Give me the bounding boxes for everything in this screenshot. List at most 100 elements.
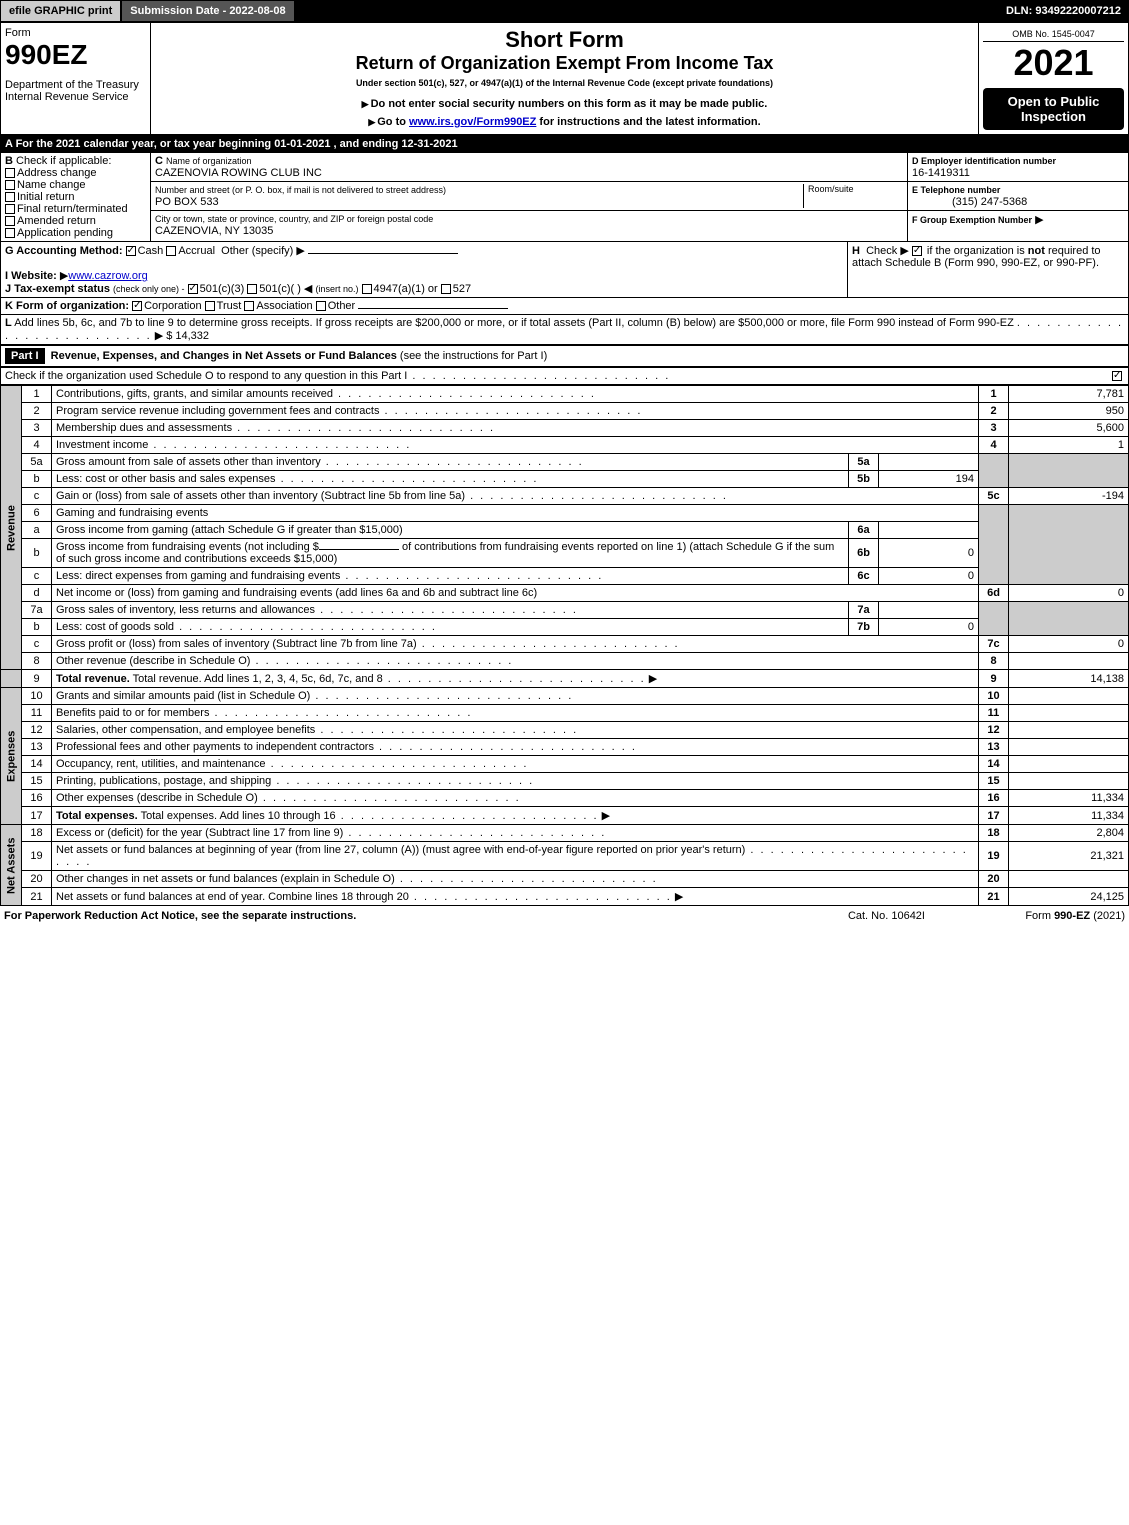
l5-shade2 xyxy=(1009,454,1129,488)
final-return-checkbox[interactable] xyxy=(5,204,15,214)
h-text2: if the organization is xyxy=(927,245,1028,257)
l7b-sv: 0 xyxy=(879,619,979,636)
line-6d: d Net income or (loss) from gaming and f… xyxy=(1,585,1129,602)
goto-post: for instructions and the latest informat… xyxy=(536,116,760,128)
l20-num: 20 xyxy=(22,871,52,888)
f-label: F Group Exemption Number xyxy=(912,215,1032,225)
name-change-checkbox[interactable] xyxy=(5,180,15,190)
trust-checkbox[interactable] xyxy=(205,301,215,311)
assoc-label: Association xyxy=(256,300,312,312)
efile-print-button[interactable]: efile GRAPHIC print xyxy=(0,0,121,22)
top-bar: efile GRAPHIC print Submission Date - 20… xyxy=(0,0,1129,22)
addr-change-label: Address change xyxy=(17,167,97,179)
l13-num: 13 xyxy=(22,739,52,756)
short-form-title: Short Form xyxy=(155,27,974,53)
section-l-row: L Add lines 5b, 6c, and 7b to line 9 to … xyxy=(0,315,1129,345)
street-label: Number and street (or P. O. box, if mail… xyxy=(155,185,446,195)
line-7c: c Gross profit or (loss) from sales of i… xyxy=(1,636,1129,653)
header-right: OMB No. 1545-0047 2021 Open to Public In… xyxy=(978,23,1128,134)
initial-return-label: Initial return xyxy=(17,191,74,203)
l5a-sn: 5a xyxy=(849,454,879,471)
l21-rn: 21 xyxy=(979,888,1009,906)
cash-checkbox[interactable] xyxy=(126,246,136,256)
line-1: Revenue 1 Contributions, gifts, grants, … xyxy=(1,386,1129,403)
h-label: H xyxy=(852,245,860,257)
l6a-num: a xyxy=(22,522,52,539)
l15-num: 15 xyxy=(22,773,52,790)
initial-return-checkbox[interactable] xyxy=(5,192,15,202)
l5c-val: -194 xyxy=(1009,488,1129,505)
line-4: 4 Investment income 4 1 xyxy=(1,437,1129,454)
l6-num: 6 xyxy=(22,505,52,522)
section-a-row: A For the 2021 calendar year, or tax yea… xyxy=(0,135,1129,153)
501c-checkbox[interactable] xyxy=(247,284,257,294)
section-f: F Group Exemption Number ▶ xyxy=(908,211,1128,228)
l10-num: 10 xyxy=(22,688,52,705)
l7c-text: Gross profit or (loss) from sales of inv… xyxy=(52,636,979,653)
l6c-num: c xyxy=(22,568,52,585)
part1-check-text: Check if the organization used Schedule … xyxy=(5,370,1112,382)
line-10: Expenses 10 Grants and similar amounts p… xyxy=(1,688,1129,705)
l1-val: 7,781 xyxy=(1009,386,1129,403)
527-checkbox[interactable] xyxy=(441,284,451,294)
section-l: L Add lines 5b, 6c, and 7b to line 9 to … xyxy=(1,315,1128,344)
l6d-val: 0 xyxy=(1009,585,1129,602)
app-pending-checkbox[interactable] xyxy=(5,228,15,238)
l21-text: Net assets or fund balances at end of ye… xyxy=(52,888,979,906)
room-label: Room/suite xyxy=(803,184,903,208)
part1-schedule-o-checkbox[interactable] xyxy=(1112,371,1122,381)
city-label: City or town, state or province, country… xyxy=(155,214,433,224)
section-d: D Employer identification number 16-1419… xyxy=(908,153,1128,182)
other-org-label: Other xyxy=(328,300,356,312)
l6a-text: Gross income from gaming (attach Schedul… xyxy=(52,522,849,539)
accrual-checkbox[interactable] xyxy=(166,246,176,256)
expenses-section-label: Expenses xyxy=(1,688,22,825)
l9-rn: 9 xyxy=(979,670,1009,688)
org-name-block: C Name of organization CAZENOVIA ROWING … xyxy=(151,153,907,182)
subtitle: Under section 501(c), 527, or 4947(a)(1)… xyxy=(155,78,974,88)
line-5b: b Less: cost or other basis and sales ex… xyxy=(1,471,1129,488)
assoc-checkbox[interactable] xyxy=(244,301,254,311)
irs-label: Internal Revenue Service xyxy=(5,91,146,103)
line-16: 16 Other expenses (describe in Schedule … xyxy=(1,790,1129,807)
l7a-num: 7a xyxy=(22,602,52,619)
l16-rn: 16 xyxy=(979,790,1009,807)
org-name: CAZENOVIA ROWING CLUB INC xyxy=(155,167,322,179)
l3-val: 5,600 xyxy=(1009,420,1129,437)
l13-text: Professional fees and other payments to … xyxy=(52,739,979,756)
l1-text: Contributions, gifts, grants, and simila… xyxy=(52,386,979,403)
l11-num: 11 xyxy=(22,705,52,722)
line-17: 17 Total expenses. Total expenses. Add l… xyxy=(1,807,1129,825)
corp-checkbox[interactable] xyxy=(132,301,142,311)
l7c-num: c xyxy=(22,636,52,653)
l16-num: 16 xyxy=(22,790,52,807)
page-footer: For Paperwork Reduction Act Notice, see … xyxy=(0,906,1129,926)
footer-right: Form 990-EZ (2021) xyxy=(925,910,1125,922)
l9-side xyxy=(1,670,22,688)
h-checkbox[interactable] xyxy=(912,246,922,256)
4947-checkbox[interactable] xyxy=(362,284,372,294)
l6a-sv xyxy=(879,522,979,539)
l10-val xyxy=(1009,688,1129,705)
h-check-arrow: Check ▶ xyxy=(866,245,909,257)
omb-label: OMB No. 1545-0047 xyxy=(983,27,1124,42)
website-link[interactable]: www.cazrow.org xyxy=(68,270,147,282)
l6d-num: d xyxy=(22,585,52,602)
section-c: C Name of organization CAZENOVIA ROWING … xyxy=(151,153,908,241)
l18-text: Excess or (deficit) for the year (Subtra… xyxy=(52,825,979,842)
amended-return-checkbox[interactable] xyxy=(5,216,15,226)
527-label: 527 xyxy=(453,283,471,295)
irs-link[interactable]: www.irs.gov/Form990EZ xyxy=(409,116,536,128)
l12-val xyxy=(1009,722,1129,739)
i-label: I Website: xyxy=(5,270,57,282)
revenue-section-label: Revenue xyxy=(1,386,22,670)
l14-val xyxy=(1009,756,1129,773)
l9-text: Total revenue. Total revenue. Add lines … xyxy=(52,670,979,688)
section-g: G Accounting Method: Cash Accrual Other … xyxy=(1,242,848,297)
501c3-checkbox[interactable] xyxy=(188,284,198,294)
line-3: 3 Membership dues and assessments 3 5,60… xyxy=(1,420,1129,437)
addr-change-checkbox[interactable] xyxy=(5,168,15,178)
l10-text: Grants and similar amounts paid (list in… xyxy=(52,688,979,705)
l21-val: 24,125 xyxy=(1009,888,1129,906)
other-org-checkbox[interactable] xyxy=(316,301,326,311)
